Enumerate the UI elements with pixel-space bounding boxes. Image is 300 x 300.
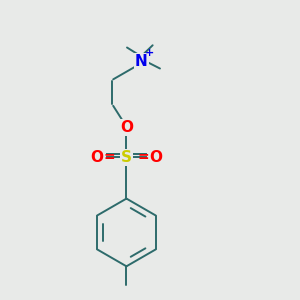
Text: N: N bbox=[135, 54, 148, 69]
Text: S: S bbox=[121, 150, 132, 165]
Text: +: + bbox=[145, 48, 154, 59]
Text: O: O bbox=[120, 120, 133, 135]
Text: O: O bbox=[91, 150, 103, 165]
Text: =: = bbox=[103, 150, 115, 164]
Text: O: O bbox=[149, 150, 162, 165]
Text: =: = bbox=[138, 150, 149, 164]
